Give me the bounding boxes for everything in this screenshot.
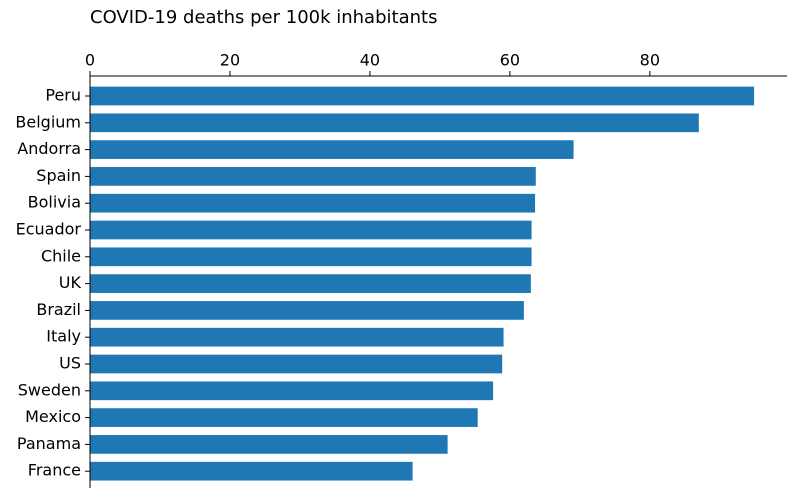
bar [90, 408, 478, 427]
y-tick-label: Italy [46, 327, 81, 346]
bar [90, 220, 532, 240]
x-tick-label: 40 [360, 51, 380, 70]
y-tick-label: Spain [36, 166, 81, 185]
bar [90, 113, 699, 133]
bar [90, 274, 531, 293]
x-tick-label: 0 [85, 51, 95, 70]
y-tick-label: Peru [45, 86, 81, 105]
bar [90, 140, 574, 159]
bar [90, 354, 503, 374]
bar [90, 435, 448, 454]
bar [90, 327, 504, 347]
bar [90, 247, 532, 267]
bar [90, 167, 536, 186]
bar [90, 301, 524, 320]
y-tick-label: Brazil [36, 300, 81, 319]
bar [90, 86, 755, 106]
x-tick-label: 20 [220, 51, 240, 70]
chart-title: COVID-19 deaths per 100k inhabitants [90, 7, 437, 28]
y-tick-label: Ecuador [16, 220, 82, 239]
y-tick-label: Panama [17, 434, 81, 453]
y-tick-label: Sweden [18, 380, 81, 399]
y-tick-label: Andorra [17, 139, 81, 158]
y-tick-label: Mexico [25, 407, 81, 426]
y-tick-label: Belgium [15, 112, 81, 131]
y-tick-label: Bolivia [28, 193, 81, 212]
bar [90, 461, 413, 481]
y-tick-label: France [28, 461, 81, 480]
x-tick-label: 60 [500, 51, 520, 70]
y-tick-label: Chile [41, 246, 81, 265]
bar [90, 193, 536, 213]
y-tick-label: US [59, 354, 81, 373]
x-tick-label: 80 [640, 51, 660, 70]
bar [90, 381, 494, 401]
y-tick-label: UK [59, 273, 82, 292]
